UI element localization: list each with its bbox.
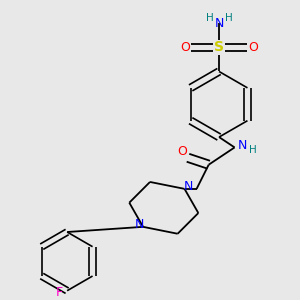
Text: O: O: [180, 41, 190, 54]
Text: H: H: [206, 13, 213, 22]
Text: O: O: [177, 145, 187, 158]
Text: N: N: [214, 16, 224, 30]
Text: H: H: [249, 145, 256, 154]
Text: H: H: [225, 13, 232, 22]
Text: N: N: [134, 218, 144, 231]
Text: S: S: [214, 40, 224, 54]
Text: N: N: [184, 180, 194, 193]
Text: O: O: [248, 41, 258, 54]
Text: N: N: [238, 139, 247, 152]
Text: F: F: [56, 286, 63, 299]
